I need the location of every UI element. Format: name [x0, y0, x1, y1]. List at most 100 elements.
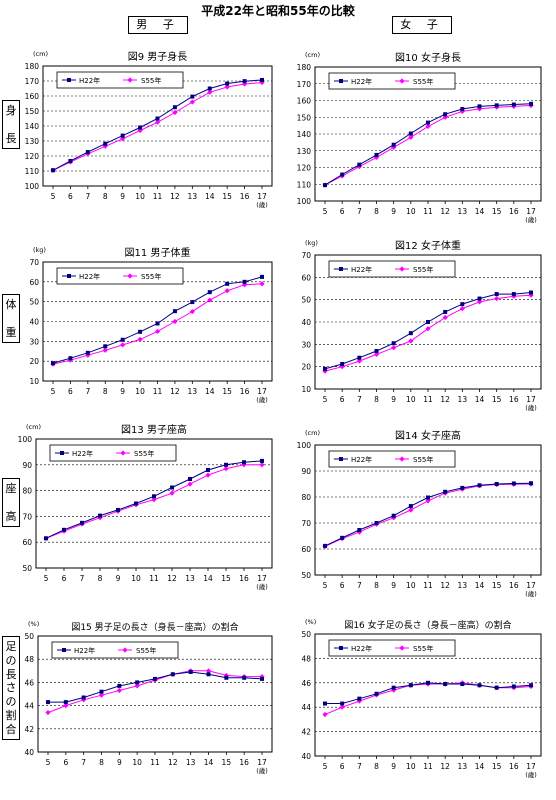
x-tick-label: 15 — [492, 581, 502, 590]
point-h22 — [529, 683, 533, 688]
series-line-h22 — [324, 482, 532, 547]
legend-marker-s55 — [399, 645, 405, 651]
point-s55 — [408, 507, 414, 513]
x-tick-label: 9 — [391, 395, 396, 404]
point-s55 — [205, 668, 212, 674]
point-h22 — [494, 103, 499, 108]
x-unit-label: (歳) — [256, 395, 268, 404]
point-h22 — [172, 309, 177, 314]
point-h22 — [62, 527, 66, 532]
chart-title: 図11 男子体重 — [125, 246, 191, 259]
point-h22 — [460, 485, 465, 490]
point-h22 — [391, 513, 396, 518]
x-tick-label: 16 — [240, 192, 250, 201]
x-tick-label: 10 — [135, 192, 145, 201]
point-h22 — [68, 356, 73, 361]
point-s55 — [224, 288, 230, 294]
y-tick-label: 30 — [29, 337, 39, 346]
x-tick-label: 5 — [46, 758, 51, 767]
x-tick-label: 11 — [423, 581, 433, 590]
x-tick-label: 10 — [406, 762, 416, 771]
y-unit-label: (%) — [305, 618, 316, 626]
y-tick-label: 130 — [25, 137, 40, 146]
x-unit-label: (歳) — [256, 766, 268, 775]
x-tick-label: 8 — [103, 192, 108, 201]
x-tick-label: 16 — [509, 395, 519, 404]
point-h22 — [207, 86, 212, 91]
x-tick-label: 17 — [526, 395, 536, 404]
x-tick-label: 13 — [185, 574, 195, 583]
y-tick-label: 60 — [301, 545, 311, 554]
x-tick-label: 11 — [423, 395, 433, 404]
point-h22 — [170, 672, 175, 677]
x-tick-label: 13 — [458, 207, 468, 216]
point-h22 — [81, 695, 86, 700]
y-tick-label: 70 — [301, 251, 311, 260]
point-s55 — [476, 299, 483, 305]
x-unit-label: (歳) — [256, 582, 268, 591]
x-tick-label: 5 — [323, 762, 328, 771]
point-s55 — [187, 481, 193, 487]
chart-title: 図14 女子座高 — [395, 429, 461, 442]
y-tick-label: 42 — [24, 725, 34, 734]
point-h22 — [152, 494, 156, 499]
point-h22 — [225, 281, 230, 286]
legend-box — [49, 444, 177, 462]
point-h22 — [260, 77, 264, 82]
point-h22 — [340, 535, 345, 540]
point-h22 — [242, 279, 247, 284]
point-h22 — [80, 520, 84, 525]
x-tick-label: 13 — [188, 387, 198, 396]
column-header-boys: 男 子 — [128, 16, 188, 34]
x-tick-label: 10 — [406, 581, 416, 590]
y-unit-label: (%) — [28, 620, 39, 628]
legend-label-s55: S55年 — [141, 272, 161, 281]
point-h22 — [188, 476, 192, 481]
chart-boys-weight: 図11 男子体重 (kg) 10 20 30 40 50 60 70 5 6 7 8 9 10 11 12 13 1… — [29, 246, 273, 404]
point-h22 — [68, 158, 73, 163]
x-tick-label: 9 — [120, 387, 125, 396]
y-tick-label: 130 — [297, 147, 312, 156]
point-h22 — [224, 675, 229, 680]
x-tick-label: 8 — [374, 207, 379, 216]
point-s55 — [120, 342, 126, 348]
y-tick-label: 90 — [22, 461, 32, 470]
x-tick-label: 11 — [153, 387, 163, 396]
legend-box — [56, 267, 184, 285]
chart-title: 図12 女子体重 — [395, 239, 461, 252]
x-tick-label: 17 — [257, 574, 267, 583]
legend: H22年 S55年 — [328, 72, 456, 90]
y-tick-label: 100 — [297, 197, 312, 206]
point-h22 — [529, 101, 533, 106]
x-tick-label: 13 — [188, 192, 198, 201]
point-s55 — [172, 109, 178, 116]
x-tick-label: 7 — [85, 192, 90, 201]
legend-marker-h22 — [62, 648, 66, 652]
legend-box — [328, 639, 456, 657]
x-unit-label: (歳) — [525, 589, 537, 598]
series-line-h22 — [324, 103, 532, 186]
y-tick-label: 80 — [22, 487, 32, 496]
x-tick-label: 12 — [440, 581, 450, 590]
x-tick-label: 6 — [340, 395, 345, 404]
x-tick-label: 17 — [526, 207, 536, 216]
point-s55 — [356, 358, 362, 364]
legend-marker-h22 — [339, 457, 343, 461]
legend: H22年 S55年 — [56, 71, 184, 89]
point-s55 — [408, 134, 414, 140]
point-h22 — [155, 321, 160, 326]
x-tick-label: 15 — [221, 574, 231, 583]
y-unit-label: (cm) — [305, 51, 320, 59]
x-tick-label: 9 — [391, 581, 396, 590]
point-s55 — [259, 674, 265, 680]
point-h22 — [408, 131, 413, 136]
legend-label-h22: H22年 — [351, 644, 372, 653]
legend-marker-s55 — [122, 647, 128, 653]
point-h22 — [494, 482, 499, 486]
y-tick-label: 50 — [301, 296, 311, 305]
x-tick-label: 9 — [391, 207, 396, 216]
point-s55 — [98, 692, 105, 698]
y-tick-label: 40 — [301, 752, 311, 761]
x-tick-label: 5 — [44, 574, 49, 583]
point-h22 — [120, 133, 125, 138]
